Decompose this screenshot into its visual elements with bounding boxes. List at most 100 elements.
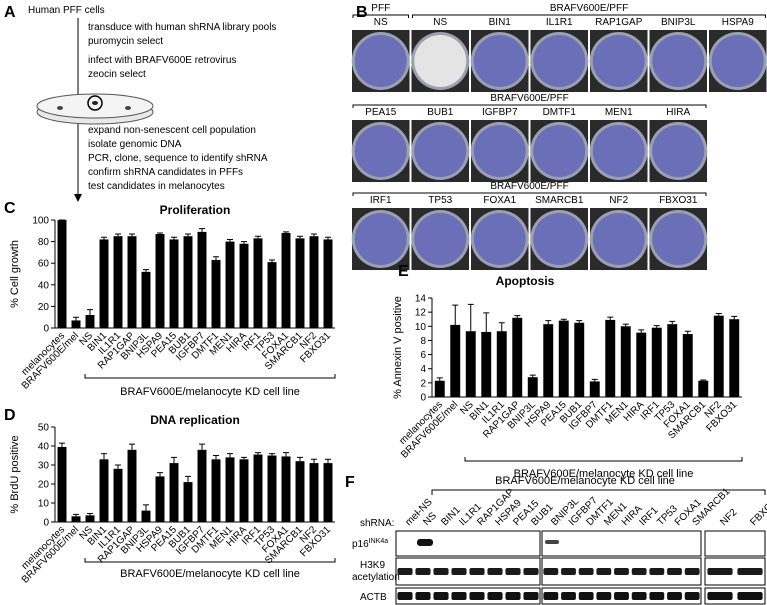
error-bar <box>87 512 93 516</box>
band <box>737 568 763 575</box>
error-bar <box>199 443 205 450</box>
bracket <box>84 374 336 379</box>
band <box>707 592 733 600</box>
y-tick-label: 40 <box>38 442 50 453</box>
flow-text: PCR, clone, sequence to identify shRNA <box>88 153 268 164</box>
bracket <box>352 104 707 108</box>
bar <box>465 331 476 397</box>
error-bar <box>101 453 107 460</box>
y-tick-label: 12 <box>415 308 427 319</box>
error-bar <box>185 475 191 483</box>
band <box>469 592 485 600</box>
well-stain <box>354 213 407 265</box>
band <box>561 592 576 600</box>
blot-frame <box>541 530 702 557</box>
well: SMARCB1 <box>530 195 589 270</box>
well: NS <box>351 17 410 92</box>
error-bar <box>607 316 614 320</box>
well: MEN1 <box>589 107 648 182</box>
y-tick-label: 100 <box>32 216 49 227</box>
error-bar <box>297 456 303 462</box>
bar <box>225 241 235 328</box>
y-axis-label: % Annexin V positive <box>392 296 404 399</box>
well-stain <box>533 35 586 87</box>
y-tick-label: 0 <box>43 324 49 335</box>
group-label: BRAFV600E/melanocyte KD cell line <box>495 475 675 487</box>
bar <box>169 463 179 522</box>
y-tick-label: 0 <box>420 393 426 404</box>
bar <box>267 455 277 522</box>
well-stain <box>592 125 645 177</box>
error-bar <box>87 309 93 316</box>
panel-letter: A <box>4 4 16 21</box>
well-label: IL1R1 <box>546 17 573 28</box>
well: IL1R1 <box>530 17 589 92</box>
error-bar <box>311 458 317 464</box>
blot-frame <box>541 557 702 586</box>
error-bar <box>269 453 275 456</box>
bar <box>589 381 600 397</box>
error-bar <box>297 235 303 239</box>
lane-label: NF2 <box>718 507 739 528</box>
blot-frame <box>541 587 702 605</box>
flow-text: expand non-senescent cell population <box>88 125 256 136</box>
error-bar <box>731 315 738 320</box>
error-bar <box>325 458 331 464</box>
band <box>684 568 700 575</box>
y-tick-label: 40 <box>38 280 50 291</box>
error-bar <box>498 322 505 332</box>
bar <box>141 271 151 328</box>
y-tick-label: 0 <box>43 518 49 529</box>
bar <box>113 236 123 328</box>
band <box>667 592 682 600</box>
error-bar <box>545 320 552 325</box>
error-bar <box>185 233 191 237</box>
y-tick-label: 60 <box>38 259 50 270</box>
well: BUB1 <box>411 107 470 182</box>
band <box>505 568 521 575</box>
bar <box>295 461 305 522</box>
well: HIRA <box>649 107 708 182</box>
colony <box>57 106 63 110</box>
band <box>578 568 594 575</box>
band <box>667 568 682 575</box>
blot-label-sup: INK4a <box>369 538 389 545</box>
chart-title: Proliferation <box>160 203 231 217</box>
well-stain <box>414 35 467 87</box>
well: BNIP3L <box>649 17 708 92</box>
error-bar <box>115 233 121 237</box>
bar <box>267 262 277 328</box>
bar <box>155 234 165 328</box>
colony-mark <box>87 95 103 111</box>
lane-label: FBXO31 <box>748 493 767 528</box>
error-bar <box>171 236 177 240</box>
band <box>523 568 539 575</box>
well-label: HSPA9 <box>722 17 754 28</box>
y-tick-label: 14 <box>415 294 427 305</box>
well-stain <box>711 35 764 87</box>
band <box>614 568 629 575</box>
error-bar <box>622 323 629 327</box>
well-label: NF2 <box>609 195 628 206</box>
bar <box>71 320 81 328</box>
band <box>631 592 647 600</box>
bar <box>211 459 221 522</box>
error-bar <box>241 456 247 460</box>
bar <box>281 232 291 328</box>
band <box>415 592 431 600</box>
group-header: BRAFV600E/PFF <box>490 181 568 192</box>
band <box>631 568 647 575</box>
well: NF2 <box>589 195 648 270</box>
panel-letter: D <box>4 407 16 424</box>
bar <box>57 446 67 522</box>
error-bar <box>638 329 645 333</box>
blot-label-text: p16 <box>352 539 369 550</box>
bar <box>713 315 724 397</box>
error-bar <box>283 231 289 233</box>
bar <box>605 319 616 397</box>
band <box>543 568 559 575</box>
bar <box>85 515 95 522</box>
error-bar <box>143 269 149 272</box>
bar <box>253 238 263 328</box>
well-label: MEN1 <box>605 107 633 118</box>
